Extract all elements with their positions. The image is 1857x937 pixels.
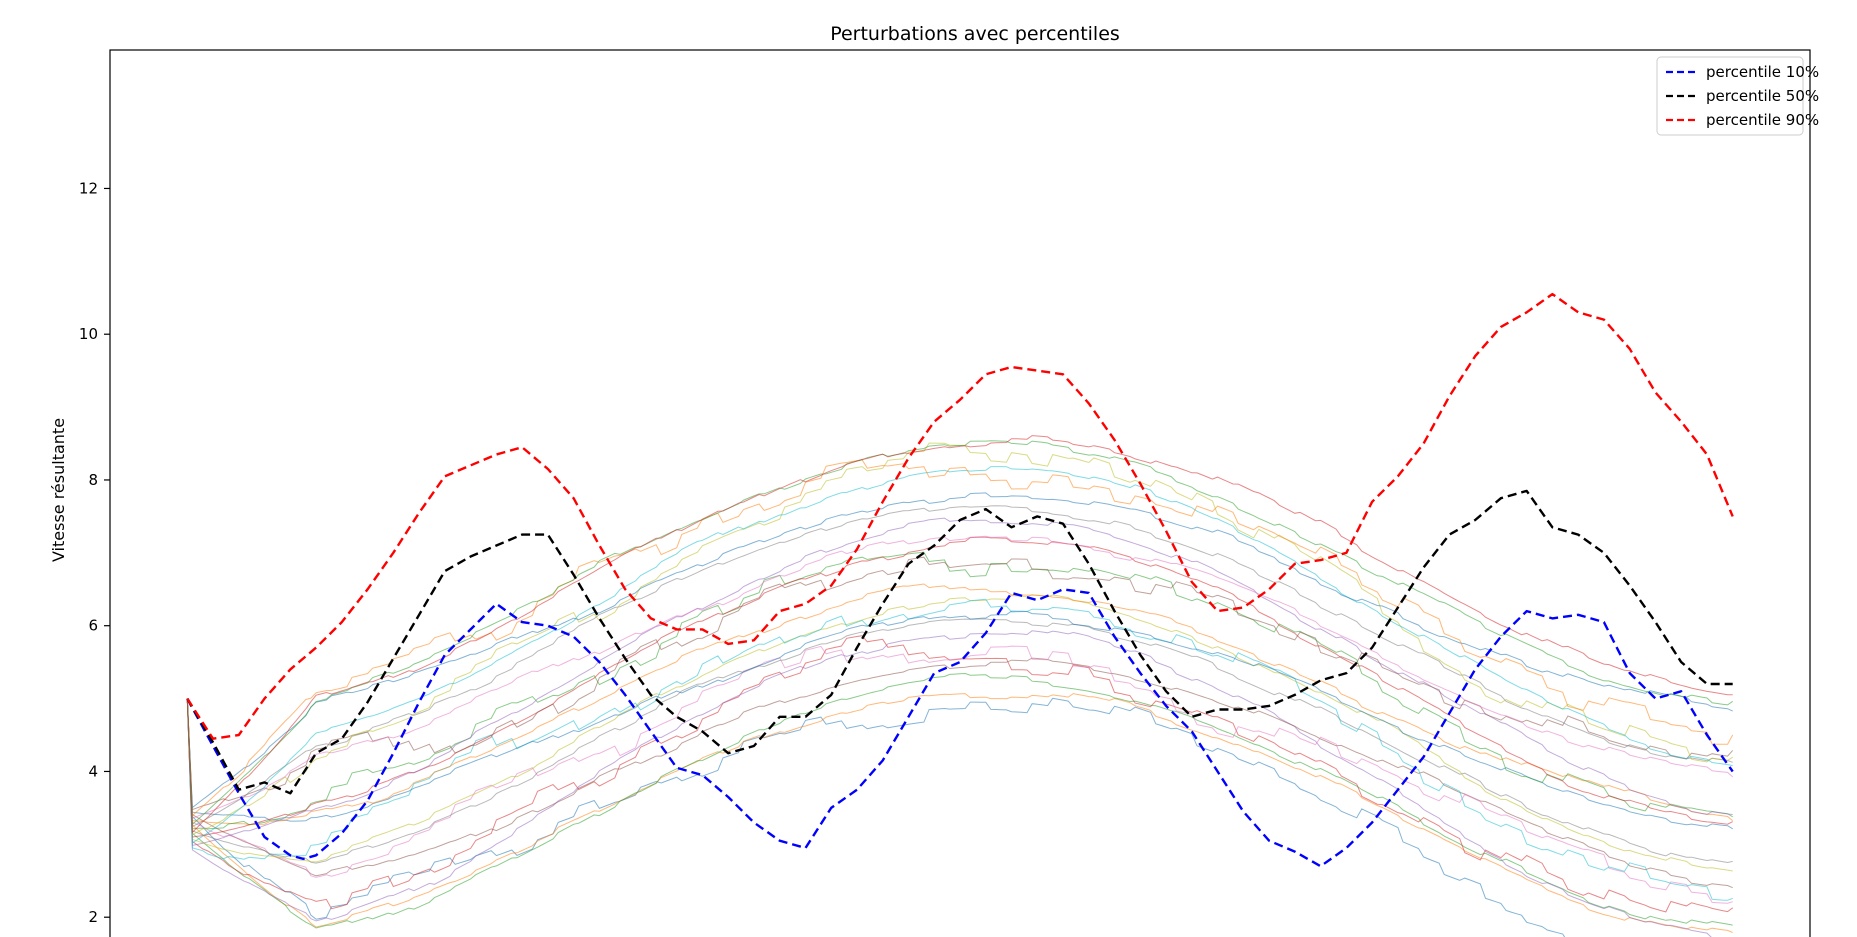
background-run-line [186,583,1734,825]
plot-area [109,49,1811,937]
background-run-line [186,536,1733,838]
background-run-line [186,672,1733,929]
background-run-line [186,645,1733,904]
background-run-line [186,630,1712,937]
y-axis: 2 4 6 8 10 12 [79,179,110,926]
legend-label: percentile 90% [1706,111,1819,129]
chart-title: Perturbations avec percentiles [830,23,1120,45]
series-line [186,588,1734,868]
y-tick-label: 2 [88,908,98,926]
y-tick-label: 4 [88,762,98,780]
y-tick-label: 12 [79,179,98,197]
legend-label: percentile 10% [1706,63,1819,81]
y-tick-label: 10 [79,325,98,343]
legend-label: percentile 50% [1706,87,1819,105]
series-line [186,292,1734,740]
background-run-line [186,693,1733,934]
background-run-line [186,697,1566,937]
background-run-line [186,594,1733,872]
background-run-line [186,551,1733,830]
y-tick-label: 6 [88,617,98,635]
legend: percentile 10% percentile 50% percentile… [1656,56,1819,136]
background-run-line [186,440,1733,826]
background-runs [186,435,1734,937]
background-run-line [186,505,1733,828]
y-axis-label: Vitesse résultante [49,418,68,562]
background-run-line [186,466,1733,844]
background-run-line [186,610,1733,830]
series-line [186,489,1733,795]
legend-box [1656,56,1804,136]
background-run-line [186,535,1734,819]
background-run-line [186,459,1734,817]
background-run-line [186,492,1733,809]
y-tick-label: 8 [88,471,98,489]
background-run-line [186,618,1733,864]
series-layer [186,292,1734,868]
